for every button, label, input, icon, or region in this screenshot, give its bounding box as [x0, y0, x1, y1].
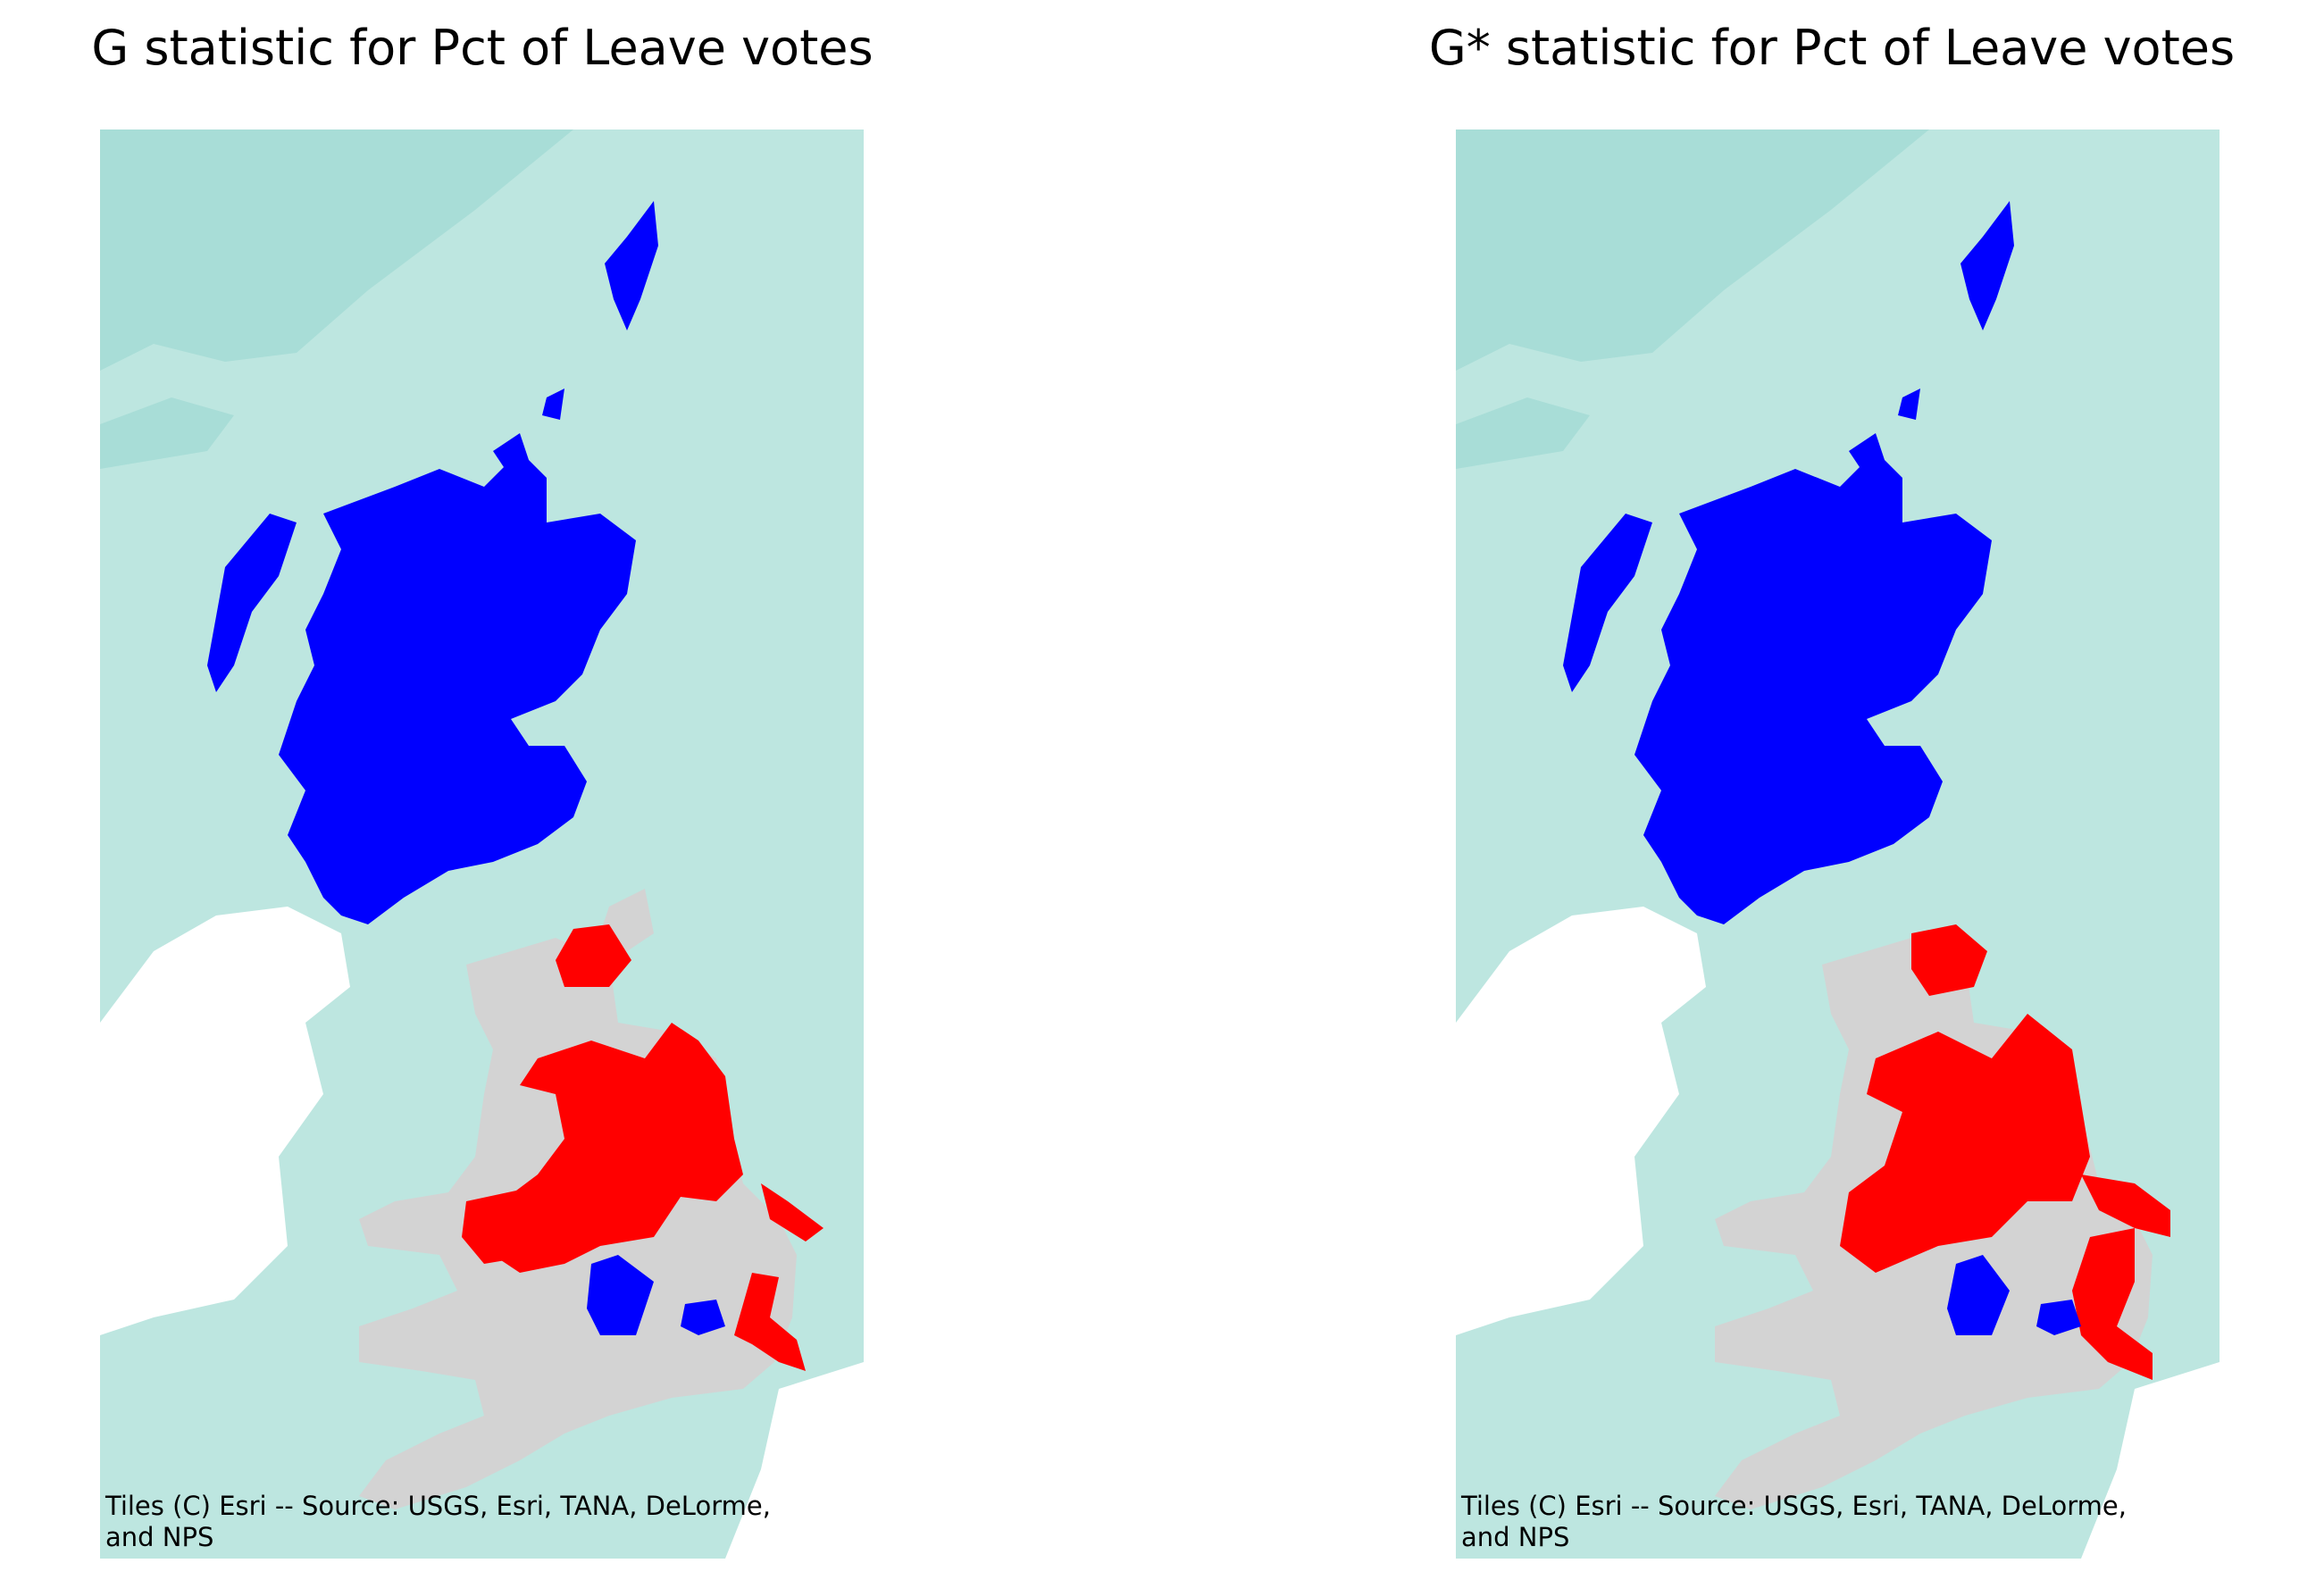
g-statistic-panel: G statistic for Pct of Leave votes Tiles… — [0, 0, 982, 1580]
orkney-cold-spot — [1898, 389, 1920, 420]
fenland-hot-spot — [2081, 1175, 2170, 1237]
orkney-cold-spot — [1849, 433, 1885, 478]
france-land — [725, 1362, 864, 1559]
fenland-hot-spot — [761, 1183, 823, 1241]
sea-shelf — [100, 397, 234, 469]
london-cold-spot — [681, 1300, 725, 1335]
map-title: G* statistic for Pct of Leave votes — [1428, 20, 2236, 76]
oxford-cold-spot — [1947, 1255, 2010, 1335]
western-isles-cold-spot — [1563, 514, 1652, 692]
shetland-cold-spot — [605, 201, 658, 330]
midlands-yorkshire-hot-spot — [493, 1023, 743, 1273]
orkney-cold-spot — [542, 389, 564, 420]
essex-kent-hot-spot — [2072, 1228, 2153, 1380]
sea-shelf — [100, 130, 573, 371]
western-isles-cold-spot — [207, 514, 297, 692]
map-title: G statistic for Pct of Leave votes — [91, 20, 874, 76]
scotland-cold-spot — [1634, 451, 1992, 924]
map-canvas — [1456, 130, 2220, 1559]
ireland-land — [1456, 907, 1706, 1335]
midlands-yorkshire-hot-spot — [1840, 1014, 2090, 1273]
map-attribution: Tiles (C) Esri -- Source: USGS, Esri, TA… — [1461, 1491, 2127, 1552]
sea-shelf — [1456, 397, 1590, 469]
west-midlands-hot-spot — [462, 1188, 564, 1264]
map-attribution: Tiles (C) Esri -- Source: USGS, Esri, TA… — [105, 1491, 771, 1552]
orkney-cold-spot — [493, 433, 529, 478]
france-land — [2081, 1362, 2220, 1559]
north-east-hot-spot — [1911, 924, 1987, 996]
map-canvas — [100, 130, 864, 1559]
london-cold-spot — [2036, 1300, 2081, 1335]
choropleth-map: Tiles (C) Esri -- Source: USGS, Esri, TA… — [100, 130, 864, 1559]
g-star-statistic-panel: G* statistic for Pct of Leave votes Tile… — [1340, 0, 2324, 1580]
ireland-land — [100, 907, 350, 1335]
scotland-cold-spot — [279, 451, 636, 924]
essex-kent-hot-spot — [734, 1273, 806, 1371]
choropleth-map: Tiles (C) Esri -- Source: USGS, Esri, TA… — [1456, 130, 2220, 1559]
sea-shelf — [1456, 130, 1929, 371]
north-east-hot-spot — [556, 924, 631, 987]
oxford-cold-spot — [587, 1255, 654, 1335]
shetland-cold-spot — [1960, 201, 2014, 330]
